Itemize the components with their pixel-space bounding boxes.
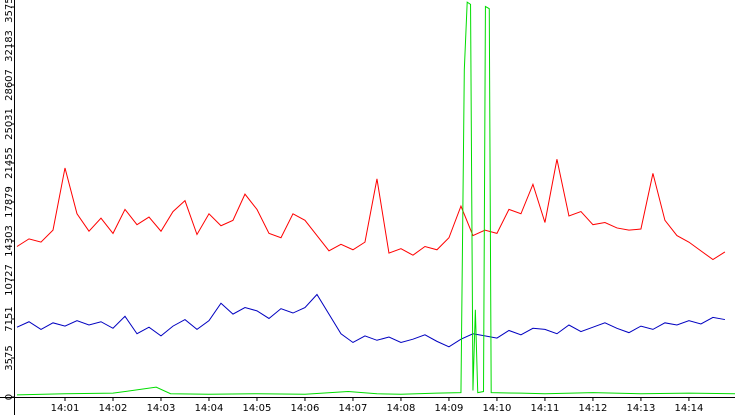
- x-tick-label: 14:08: [387, 403, 416, 414]
- x-tick-label: 14:10: [483, 403, 512, 414]
- y-tick-label: 0: [4, 394, 15, 400]
- series-line: [16, 1, 735, 396]
- y-tick-label: 17879: [4, 186, 15, 218]
- x-tick-label: 14:01: [51, 403, 80, 414]
- x-tick-label: 14:05: [243, 403, 272, 414]
- x-tick-label: 14:12: [579, 403, 608, 414]
- x-tick-label: 14:09: [435, 403, 464, 414]
- series-line: [16, 159, 726, 261]
- axis-band: [0, 0, 17, 415]
- y-tick-label: 35759: [4, 0, 15, 23]
- x-tick-label: 14:07: [339, 403, 368, 414]
- y-tick-label: 32183: [4, 30, 15, 62]
- x-tick-label: 14:11: [531, 403, 560, 414]
- x-tick-label: 14:06: [291, 403, 320, 414]
- y-tick-label: 10727: [4, 264, 15, 296]
- y-tick-label: 21455: [4, 147, 15, 179]
- x-tick-label: 14:13: [627, 403, 656, 414]
- x-tick-label: 14:14: [675, 403, 704, 414]
- y-tick-label: 7151: [4, 306, 15, 331]
- y-tick-label: 28607: [4, 69, 15, 101]
- x-tick-label: 14:04: [195, 403, 224, 414]
- x-tick-label: 14:03: [147, 403, 176, 414]
- y-tick-label: 14303: [4, 225, 15, 257]
- series-line: [16, 293, 726, 348]
- x-tick-label: 14:02: [99, 403, 128, 414]
- y-tick-label: 3575: [4, 345, 15, 370]
- y-tick-label: 25031: [4, 108, 15, 140]
